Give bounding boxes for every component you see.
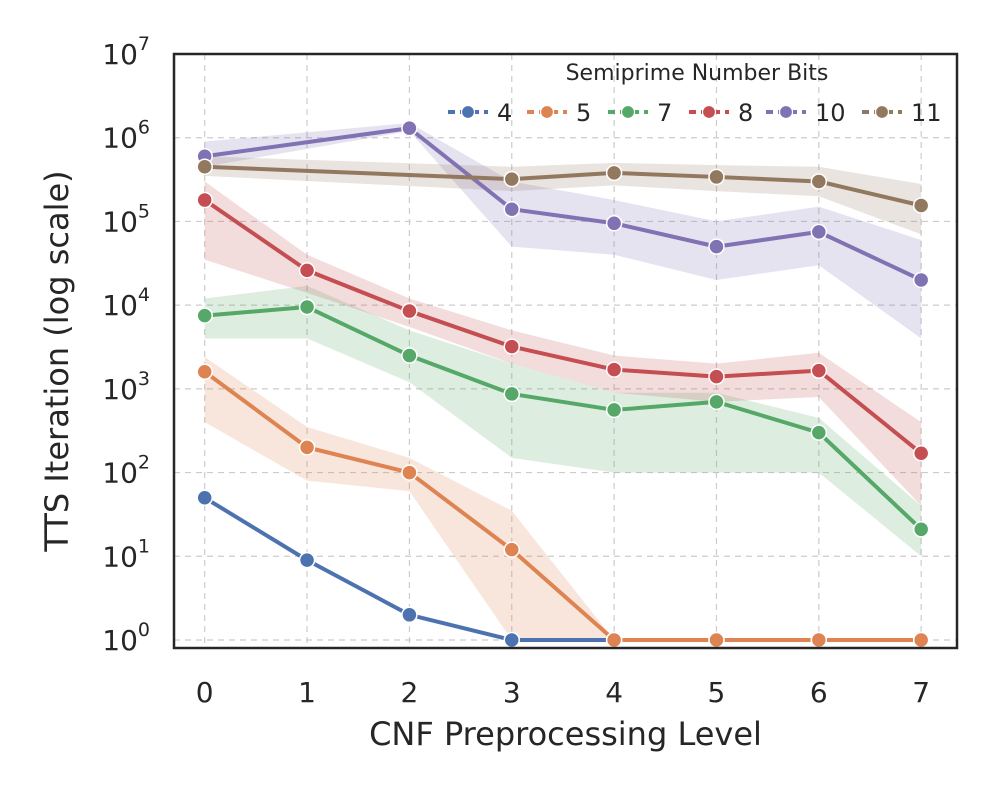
series-markers (196, 119, 930, 649)
x-tick-label: 3 (503, 676, 521, 709)
x-tick-label: 6 (810, 676, 828, 709)
point-series-10 (503, 200, 521, 218)
point-series-8 (196, 191, 213, 209)
point-series-11 (503, 170, 521, 188)
legend: Semiprime Number Bits 4 5 7 8 10 11 (448, 61, 942, 127)
point-series-7 (503, 385, 521, 403)
y-tick-labels: 100 101 102 103 104 105 106 107 (102, 33, 150, 657)
point-series-11 (810, 173, 828, 190)
point-series-5 (298, 439, 316, 456)
legend-marker-11 (874, 104, 890, 120)
point-series-7 (298, 298, 316, 316)
point-series-4 (298, 551, 316, 569)
legend-label-11: 11 (911, 99, 942, 127)
point-series-4 (401, 606, 418, 624)
line-series-5 (202, 369, 924, 642)
legend-marker-8 (701, 104, 717, 120)
legend-marker-5 (539, 104, 555, 120)
band-series-10 (204, 122, 922, 339)
legend-items: 4 5 7 8 10 11 (448, 99, 942, 127)
legend-marker-4 (460, 104, 476, 120)
y-tick-label: 104 (102, 284, 150, 322)
point-series-7 (401, 347, 418, 364)
point-series-8 (912, 445, 930, 462)
point-series-5 (401, 464, 418, 481)
line-series-8 (202, 198, 924, 456)
grid (174, 53, 957, 648)
legend-label-5: 5 (576, 99, 591, 127)
point-series-10 (708, 238, 725, 255)
legend-label-7: 7 (657, 99, 672, 127)
x-tick-label: 7 (912, 676, 930, 709)
point-series-7 (196, 307, 213, 324)
point-series-8 (503, 338, 521, 355)
point-series-5 (503, 541, 521, 558)
point-series-8 (401, 302, 418, 320)
point-series-10 (810, 223, 828, 241)
legend-label-10: 10 (815, 99, 846, 127)
point-series-8 (298, 262, 316, 279)
y-tick-label: 107 (102, 33, 150, 71)
x-tick-label: 4 (605, 676, 623, 709)
point-series-5 (196, 363, 213, 381)
point-series-8 (605, 361, 623, 378)
point-series-8 (708, 368, 725, 385)
x-tick-labels: 0 1 2 3 4 5 6 7 (196, 676, 930, 709)
point-series-10 (912, 271, 930, 289)
point-series-4 (503, 631, 521, 649)
plot-frame (172, 52, 959, 650)
point-series-11 (912, 197, 930, 214)
point-series-7 (708, 393, 725, 411)
y-axis-title: TTS Iteration (log scale) (38, 170, 76, 552)
y-tick-label: 100 (102, 619, 150, 657)
legend-label-4: 4 (497, 99, 512, 127)
x-axis-title: CNF Preprocessing Level (369, 715, 762, 753)
point-series-8 (810, 362, 828, 379)
point-series-11 (605, 164, 623, 182)
band-series-8 (204, 181, 922, 506)
point-series-7 (605, 401, 623, 419)
point-series-4 (196, 489, 213, 507)
band-series-7 (204, 285, 922, 557)
point-series-5 (912, 631, 930, 649)
point-series-5 (605, 631, 623, 649)
x-tick-label: 1 (298, 676, 316, 709)
legend-title: Semiprime Number Bits (566, 61, 829, 86)
y-tick-label: 103 (102, 368, 150, 406)
legend-marker-10 (778, 104, 794, 120)
point-series-10 (605, 215, 623, 232)
x-tick-label: 5 (708, 676, 726, 709)
legend-marker-7 (620, 104, 636, 120)
legend-label-8: 8 (738, 99, 753, 127)
y-tick-label: 102 (102, 452, 150, 490)
point-series-10 (401, 119, 418, 137)
point-series-5 (708, 631, 725, 649)
point-series-11 (196, 158, 213, 175)
line-series-11 (202, 164, 924, 208)
band-series-5 (204, 357, 922, 640)
point-series-7 (810, 424, 828, 441)
x-tick-label: 0 (196, 676, 214, 709)
point-series-7 (912, 521, 930, 538)
x-tick-label: 2 (400, 676, 418, 709)
point-series-11 (708, 168, 725, 186)
line-series-7 (202, 305, 924, 532)
y-tick-label: 106 (102, 117, 150, 155)
y-tick-label: 105 (102, 200, 150, 238)
y-tick-label: 101 (102, 535, 150, 573)
point-series-5 (810, 631, 828, 649)
